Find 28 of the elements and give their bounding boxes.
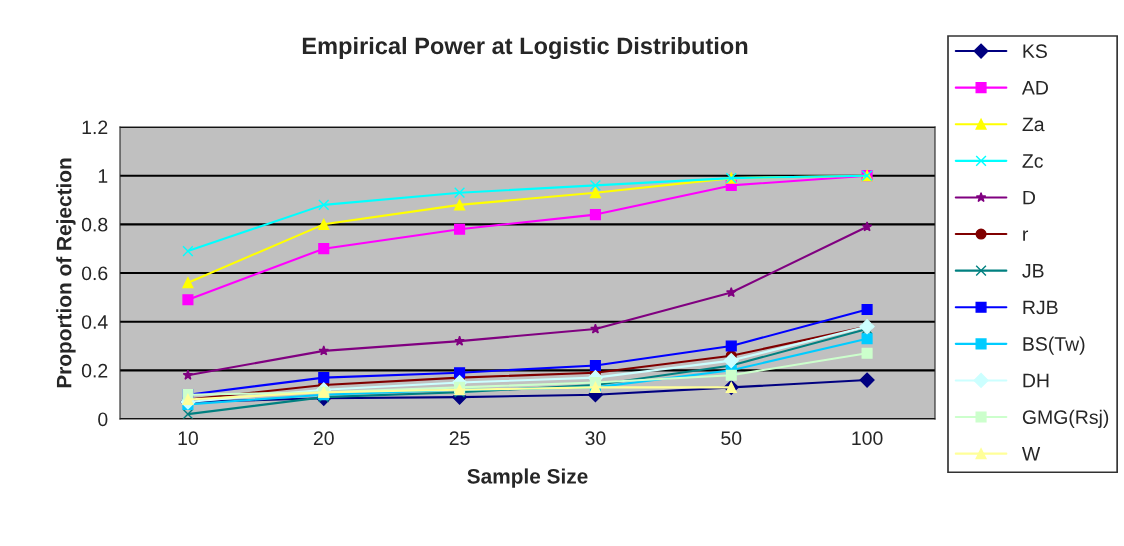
y-axis-title: Proportion of Rejection <box>56 158 76 388</box>
legend-label: Za <box>1022 117 1045 132</box>
y-tick-label: 0.4 <box>81 315 108 329</box>
x-tick-label: 100 <box>852 431 883 446</box>
x-tick-label: 10 <box>178 431 198 446</box>
y-tick-label: 1.2 <box>82 120 108 135</box>
x-tick-label: 50 <box>721 431 742 446</box>
legend-label: RJB <box>1023 300 1058 315</box>
legend-label: D <box>1023 190 1035 205</box>
legend-label: AD <box>1021 81 1048 95</box>
y-tick-label: 0 <box>98 412 108 427</box>
y-tick-label: 1 <box>98 169 108 183</box>
legend-label: BS(Tw) <box>1023 336 1085 355</box>
legend-label: Zc <box>1022 154 1043 168</box>
x-tick-label: 25 <box>449 431 470 446</box>
legend-label: JB <box>1022 264 1044 278</box>
legend-label: GMG(Rsj) <box>1022 409 1109 428</box>
y-tick-label: 0.6 <box>81 266 108 281</box>
x-tick-label: 20 <box>313 431 334 446</box>
legend-label: r <box>1023 230 1029 241</box>
chart-title: Empirical Power at Logistic Distribution <box>302 36 748 60</box>
x-axis-title: Sample Size <box>467 468 588 488</box>
y-tick-label: 0.8 <box>81 217 108 232</box>
y-tick-label: 0.2 <box>81 363 108 378</box>
legend-label: KS <box>1023 44 1047 59</box>
x-tick-label: 30 <box>585 431 606 446</box>
legend-label: DH <box>1023 373 1049 388</box>
legend-label: W <box>1021 447 1041 461</box>
